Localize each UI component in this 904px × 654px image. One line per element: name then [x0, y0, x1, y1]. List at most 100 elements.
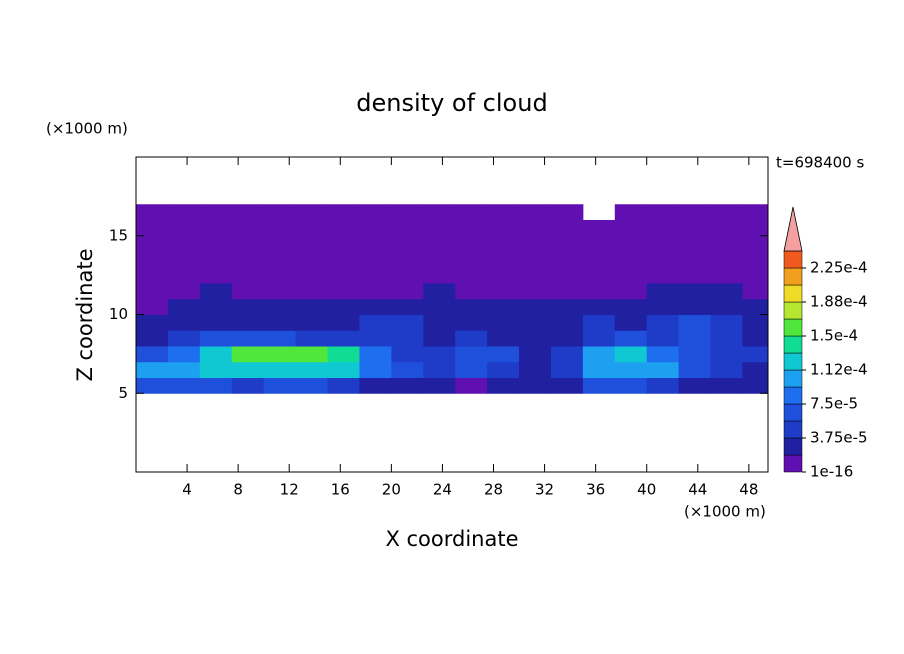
- contour-cell: [646, 220, 680, 237]
- x-tick-label: 48: [739, 481, 758, 499]
- contour-cell: [231, 235, 265, 252]
- contour-cell: [550, 283, 584, 300]
- x-tick-label: 4: [182, 481, 192, 499]
- contour-cell: [263, 330, 297, 347]
- x-axis-label: X coordinate: [385, 527, 518, 551]
- contour-cell: [742, 267, 769, 284]
- contour-cell: [519, 251, 552, 268]
- contour-cell: [391, 220, 424, 237]
- contour-cell: [582, 346, 616, 363]
- contour-cell: [710, 298, 743, 315]
- contour-cell: [359, 346, 392, 363]
- x-tick-label: 40: [637, 481, 656, 499]
- colorbar-segment: [783, 318, 803, 337]
- contour-cell: [742, 220, 769, 237]
- contour-cell: [359, 330, 392, 347]
- contour-cell: [167, 361, 201, 378]
- contour-cell: [295, 251, 329, 268]
- contour-cell: [199, 298, 233, 315]
- y-tick-label: 5: [118, 384, 128, 402]
- contour-cell: [519, 267, 552, 284]
- contour-cell: [742, 377, 769, 394]
- contour-cell: [550, 298, 584, 315]
- colorbar-tick-label: 3.75e-5: [810, 429, 868, 447]
- contour-cell: [263, 204, 297, 221]
- contour-cell: [231, 283, 265, 300]
- contour-cell: [582, 283, 616, 300]
- contour-cell: [550, 204, 584, 221]
- contour-cell: [519, 330, 552, 347]
- colorbar-segment: [783, 403, 803, 422]
- contour-cell: [327, 330, 360, 347]
- contour-cell: [231, 220, 265, 237]
- contour-cell: [167, 204, 201, 221]
- contour-cell: [263, 267, 297, 284]
- contour-cell: [519, 204, 552, 221]
- contour-cell: [710, 346, 743, 363]
- contour-cell: [550, 251, 584, 268]
- contour-cell: [167, 267, 201, 284]
- contour-cell: [487, 235, 520, 252]
- colorbar-tick-label: 1.5e-4: [810, 327, 858, 345]
- contour-cell: [295, 283, 329, 300]
- colorbar-segment: [783, 420, 803, 439]
- contour-cell: [582, 267, 616, 284]
- contour-cell: [678, 361, 712, 378]
- x-unit: (×1000 m): [684, 503, 766, 521]
- contour-cell: [455, 361, 488, 378]
- contour-cell: [678, 235, 712, 252]
- contour-cell: [550, 330, 584, 347]
- contour-cell: [487, 283, 520, 300]
- contour-cell: [167, 330, 201, 347]
- contour-cell: [263, 346, 297, 363]
- contour-cell: [359, 251, 392, 268]
- contour-cell: [423, 235, 456, 252]
- contour-cell: [582, 330, 616, 347]
- x-tick-label: 20: [382, 481, 401, 499]
- contour-cell: [295, 346, 329, 363]
- contour-cell: [646, 314, 680, 331]
- contour-cell: [423, 220, 456, 237]
- contour-cell: [263, 251, 297, 268]
- contour-cell: [327, 346, 360, 363]
- contour-cell: [614, 283, 648, 300]
- contour-cell: [359, 361, 392, 378]
- contour-cell: [582, 220, 616, 237]
- chart-title: density of cloud: [356, 89, 547, 117]
- contour-cell: [582, 314, 616, 331]
- colorbar-segment: [783, 267, 803, 286]
- contour-cell: [391, 330, 424, 347]
- contour-cell: [646, 235, 680, 252]
- contour-cell: [710, 314, 743, 331]
- contour-cell: [519, 283, 552, 300]
- contour-cell: [136, 330, 169, 347]
- contour-cell: [136, 235, 169, 252]
- contour-cell: [614, 314, 648, 331]
- contour-cell: [710, 330, 743, 347]
- contour-cell: [550, 235, 584, 252]
- contour-cell: [231, 298, 265, 315]
- contour-cell: [136, 346, 169, 363]
- contour-cell: [487, 361, 520, 378]
- contour-cell: [455, 267, 488, 284]
- contour-cell: [167, 377, 201, 394]
- contour-cell: [199, 235, 233, 252]
- contour-cell: [519, 298, 552, 315]
- contour-cell: [710, 377, 743, 394]
- contour-cell: [359, 298, 392, 315]
- contour-cell: [710, 235, 743, 252]
- contour-cell: [391, 377, 424, 394]
- contour-cell: [423, 314, 456, 331]
- colorbar-tick-label: 1.88e-4: [810, 293, 868, 311]
- contour-cell: [742, 314, 769, 331]
- contour-cell: [199, 220, 233, 237]
- contour-cell: [263, 220, 297, 237]
- y-axis-label: Z coordinate: [73, 248, 97, 381]
- colorbar-segment: [783, 437, 803, 456]
- contour-cell: [423, 330, 456, 347]
- colorbar-segment: [783, 454, 803, 473]
- contour-cell: [710, 283, 743, 300]
- contour-cell: [136, 298, 169, 315]
- contour-cell: [359, 267, 392, 284]
